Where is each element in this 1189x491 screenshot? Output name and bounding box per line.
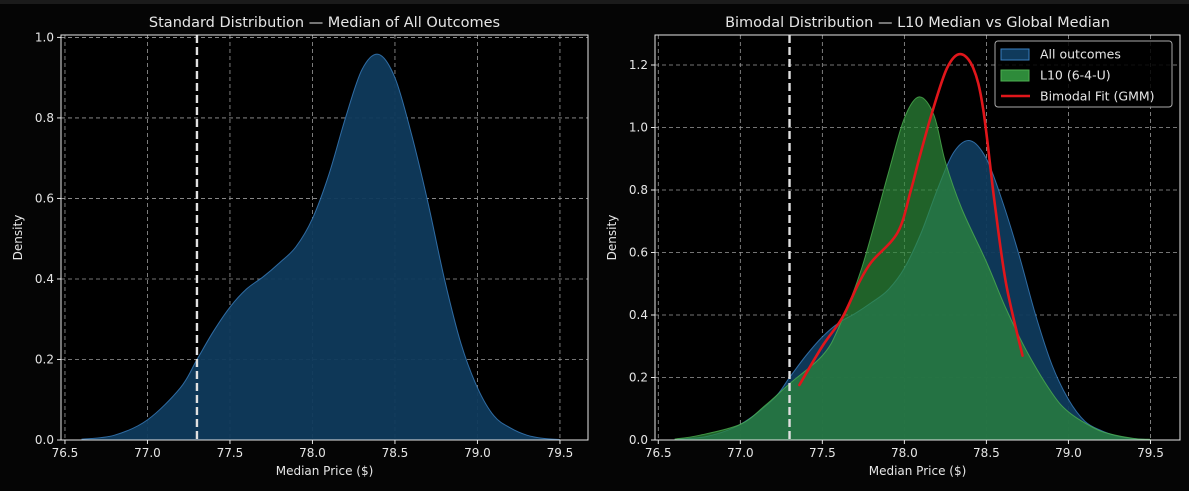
y-tick-label: 0.2 bbox=[629, 371, 648, 385]
y-tick-label: 1.0 bbox=[629, 121, 648, 135]
chart-1: 76.5 77.0 77.5 78.0 78.5 79.0 79.5 0.0 0.2 0.4 0.6… bbox=[11, 15, 589, 478]
y-tick-label: 0.0 bbox=[629, 433, 648, 447]
x-tick-label: 79.0 bbox=[464, 446, 491, 460]
axes-frame bbox=[654, 34, 1181, 441]
x-tick-label: 78.0 bbox=[891, 446, 918, 460]
window-top-strip bbox=[0, 0, 1189, 4]
y-axis-label: Density bbox=[11, 215, 25, 261]
legend-label: All outcomes bbox=[1040, 47, 1121, 62]
y-tick-label: 0.6 bbox=[35, 191, 54, 205]
y-tick-label: 0.4 bbox=[35, 272, 54, 286]
y-tick-label: 0.4 bbox=[629, 308, 648, 322]
x-tick-label: 79.5 bbox=[1137, 446, 1164, 460]
x-axis-label: Median Price ($) bbox=[276, 464, 374, 478]
y-axis-label: Density bbox=[605, 215, 619, 261]
legend: All outcomes L10 (6-4-U) Bimodal Fit (GMM) bbox=[994, 40, 1173, 108]
legend-label: L10 (6-4-U) bbox=[1040, 68, 1111, 83]
series-bimodal-fit-gmm-line bbox=[798, 52, 1024, 387]
x-tick-label: 77.5 bbox=[217, 446, 244, 460]
y-tick-label: 0.6 bbox=[629, 246, 648, 260]
y-tick-label: 0.8 bbox=[629, 183, 648, 197]
x-tick-label: 76.5 bbox=[52, 446, 79, 460]
legend-swatch-all-outcomes bbox=[1000, 48, 1030, 61]
x-tick-label: 78.0 bbox=[299, 446, 326, 460]
x-tick-label: 77.5 bbox=[809, 446, 836, 460]
x-tick-label: 77.0 bbox=[727, 446, 754, 460]
series-all-outcomes-area bbox=[81, 54, 560, 441]
chart-2: 76.5 77.0 77.5 78.0 78.5 79.0 79.5 0.0 0.2 0.4 0.6… bbox=[605, 15, 1181, 478]
series-l10-6-4-u-outline bbox=[674, 96, 1151, 440]
x-axis-label: Median Price ($) bbox=[869, 464, 967, 478]
y-tick-label: 0.0 bbox=[35, 433, 54, 447]
x-tick-label: 79.0 bbox=[1055, 446, 1082, 460]
legend-swatch-l10-6-4-u bbox=[1000, 69, 1030, 82]
y-tick-label: 1.2 bbox=[629, 58, 648, 72]
x-tick-label: 78.5 bbox=[382, 446, 409, 460]
x-tick-label: 76.5 bbox=[645, 446, 672, 460]
x-tick-label: 78.5 bbox=[973, 446, 1000, 460]
series-all-outcomes-outline bbox=[81, 53, 560, 441]
axes-frame bbox=[60, 34, 589, 441]
chart-title: Standard Distribution — Median of All Ou… bbox=[149, 15, 500, 31]
legend-label: Bimodal Fit (GMM) bbox=[1040, 89, 1155, 104]
series-l10-6-4-u-area bbox=[674, 96, 1151, 441]
y-tick-label: 1.0 bbox=[35, 30, 54, 44]
chart-title: Bimodal Distribution — L10 Median vs Glo… bbox=[725, 15, 1110, 31]
x-tick-label: 77.0 bbox=[134, 446, 161, 460]
y-tick-label: 0.2 bbox=[35, 352, 54, 366]
x-tick-label: 79.5 bbox=[547, 446, 574, 460]
legend-box bbox=[994, 40, 1173, 108]
y-tick-label: 0.8 bbox=[35, 111, 54, 125]
